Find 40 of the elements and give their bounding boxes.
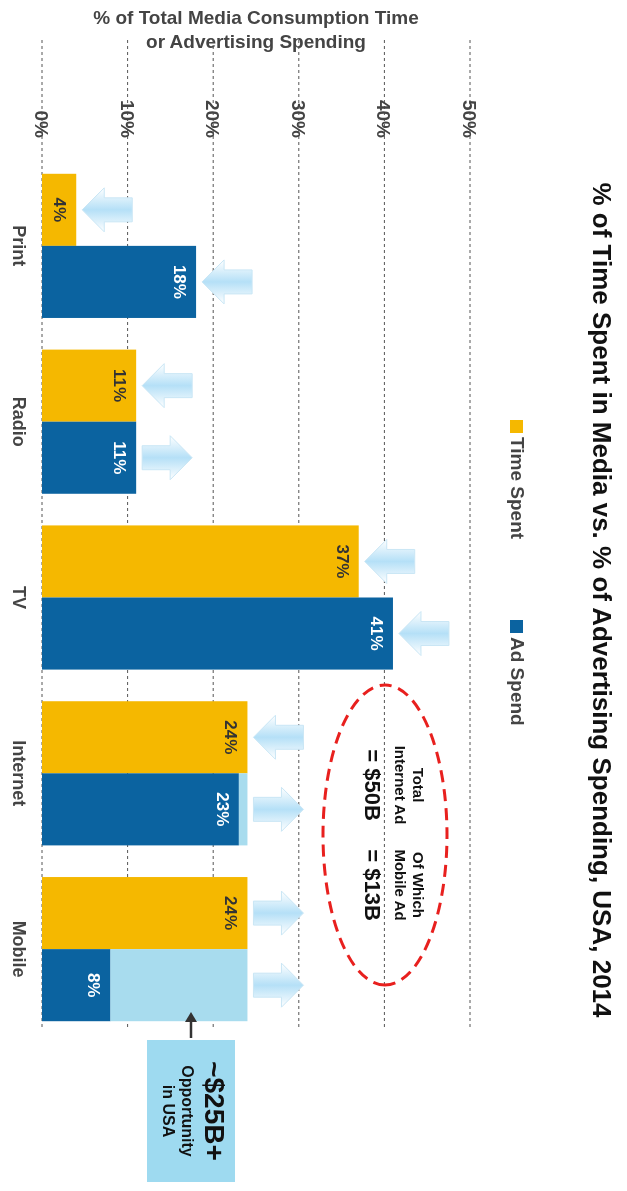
data-label: 8% bbox=[84, 972, 104, 998]
bar bbox=[42, 877, 248, 950]
data-label: 23% bbox=[212, 792, 232, 827]
legend-label: Ad Spend bbox=[507, 637, 528, 726]
x-tick-label: 10% bbox=[116, 99, 138, 139]
y-tick-label: Internet bbox=[9, 740, 29, 807]
data-label: 24% bbox=[221, 896, 241, 931]
bar bbox=[42, 173, 77, 246]
x-tick-label: 40% bbox=[373, 99, 395, 139]
annotation: Of Which Mobile Ad = $13B bbox=[360, 849, 427, 921]
text: % of Time Spent in Media vs. % of Advertising Spending, USA, 2014 bbox=[587, 182, 617, 1019]
y-tick-label: Mobile bbox=[9, 920, 29, 978]
bar bbox=[42, 597, 393, 670]
x-axis-title: % of Total Media Consumption Time or Advertising Spending bbox=[93, 7, 419, 52]
x-tick-label: 30% bbox=[287, 99, 309, 139]
x-tick-label: 50% bbox=[459, 99, 480, 139]
data-label: 37% bbox=[332, 544, 352, 579]
y-tick-label: TV bbox=[9, 585, 29, 610]
x-tick-label: 0% bbox=[31, 110, 52, 139]
text: ~$25B+ Opportunity in USA bbox=[160, 1061, 230, 1161]
data-label: 11% bbox=[110, 369, 130, 403]
bar bbox=[42, 773, 239, 846]
bar bbox=[110, 949, 248, 1022]
bar bbox=[42, 701, 248, 774]
legend-label: Time Spent bbox=[507, 437, 528, 540]
data-label: 4% bbox=[50, 197, 70, 223]
bar bbox=[238, 773, 248, 846]
bar bbox=[42, 349, 137, 422]
y-tick-label: Print bbox=[9, 225, 29, 267]
y-tick-label: Radio bbox=[9, 396, 29, 447]
data-label: 24% bbox=[221, 720, 241, 755]
bar bbox=[42, 245, 197, 318]
data-label: 41% bbox=[366, 616, 386, 651]
annotation: Total Internet Ad = $50B bbox=[360, 745, 427, 825]
bar bbox=[42, 421, 137, 494]
bar bbox=[42, 949, 111, 1022]
data-label: 18% bbox=[170, 264, 190, 299]
bar bbox=[42, 525, 359, 598]
x-tick-label: 20% bbox=[202, 99, 224, 139]
data-label: 11% bbox=[110, 441, 130, 475]
